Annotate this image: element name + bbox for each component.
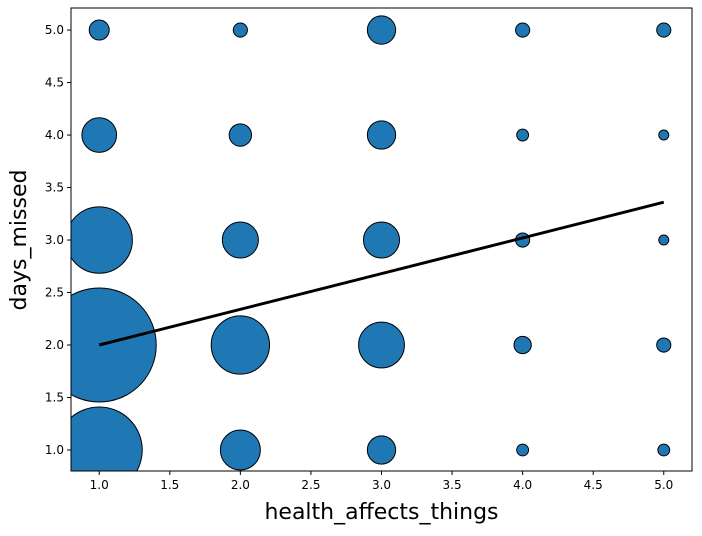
- y-tick-label: 2.5: [45, 286, 64, 300]
- y-tick-label: 5.0: [45, 23, 64, 37]
- bubble: [515, 22, 531, 38]
- bubble: [88, 19, 110, 41]
- bubble: [366, 120, 397, 150]
- bubble: [228, 123, 253, 147]
- x-tick-label: 1.5: [160, 478, 179, 492]
- bubble: [210, 315, 271, 375]
- bubble: [366, 15, 397, 45]
- bubble: [358, 321, 405, 369]
- x-tick-label: 2.0: [231, 478, 250, 492]
- x-tick-label: 1.0: [90, 478, 109, 492]
- y-tick-label: 4.5: [45, 76, 64, 90]
- bubble: [366, 435, 397, 465]
- y-axis-label: days_missed: [7, 170, 32, 311]
- bubble: [656, 337, 672, 353]
- x-tick-label: 4.5: [584, 478, 603, 492]
- bubble: [362, 221, 401, 259]
- x-axis-label: health_affects_things: [264, 500, 498, 525]
- x-tick-label: 3.0: [372, 478, 391, 492]
- y-tick-label: 1.0: [45, 443, 64, 457]
- bubble: [71, 406, 143, 471]
- bubble: [657, 443, 671, 457]
- x-tick-label: 5.0: [654, 478, 673, 492]
- y-tick-label: 3.5: [45, 181, 64, 195]
- bubble: [656, 22, 672, 38]
- bubble: [658, 129, 670, 141]
- bubble: [516, 128, 530, 142]
- y-tick-label: 4.0: [45, 128, 64, 142]
- y-tick-label: 2.0: [45, 338, 64, 352]
- bubble: [513, 335, 532, 355]
- plot-area: [71, 15, 672, 471]
- x-tick-label: 4.0: [513, 478, 532, 492]
- bubble: [221, 221, 259, 259]
- bubble: [71, 206, 133, 274]
- bubble: [81, 117, 118, 153]
- fit-line: [98, 200, 665, 347]
- bubble: [658, 234, 670, 246]
- bubble: [232, 22, 248, 38]
- x-tick-label: 3.5: [443, 478, 462, 492]
- bubble: [219, 429, 261, 471]
- x-tick-label: 2.5: [301, 478, 320, 492]
- y-tick-label: 3.0: [45, 233, 64, 247]
- bubble: [516, 443, 530, 457]
- bubble: [71, 287, 157, 403]
- y-tick-label: 1.5: [45, 391, 64, 405]
